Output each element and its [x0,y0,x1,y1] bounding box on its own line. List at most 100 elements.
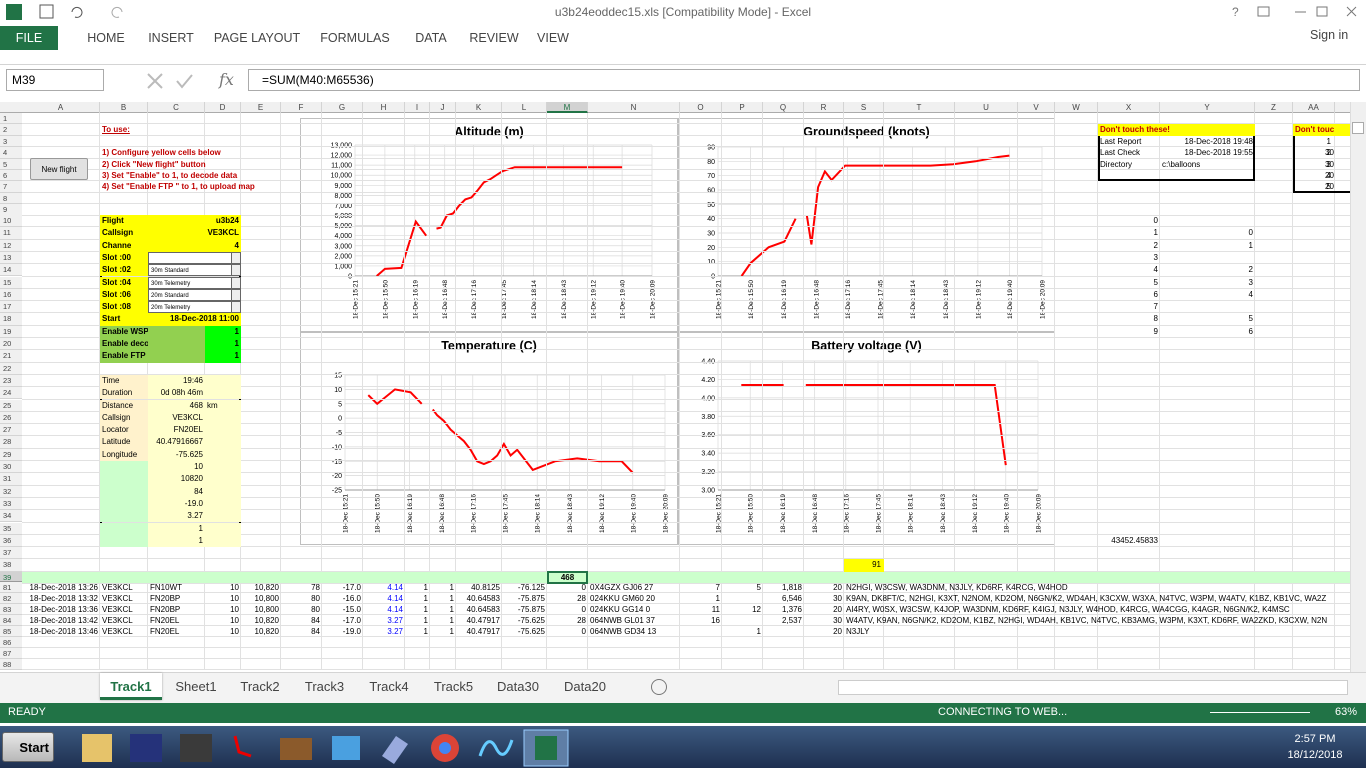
status-value-bg[interactable] [148,510,241,523]
formula-text[interactable]: =SUM(M40:M65536) [262,73,374,87]
row-header[interactable]: 36 [0,534,22,548]
column-header[interactable]: V [1018,102,1055,113]
config-value[interactable]: 18-Dec-2018 11:00 [148,313,241,326]
data-cell[interactable]: 10 [230,605,239,614]
row-header[interactable]: 27 [0,424,22,437]
data-cell[interactable]: 84 [311,616,320,625]
data-cell[interactable]: 10,800 [254,594,279,603]
data-cell[interactable]: 0 [581,583,586,592]
status-value-bg[interactable] [148,387,241,400]
row-header[interactable]: 10 [0,215,22,228]
column-header[interactable]: C [148,102,205,113]
x-column-value[interactable]: 9 [1153,326,1158,336]
data-cell[interactable]: 18-Dec-2018 13:32 [29,594,99,603]
data-cell[interactable]: K9AN, DK8FT/C, N2HGI, K3XT, N2NOM, KD2OM… [844,593,1326,604]
data-cell[interactable]: 18-Dec-2018 13:46 [29,627,99,636]
status-value-bg[interactable] [148,461,241,474]
highlight-cell[interactable]: 91 [844,559,884,572]
name-box[interactable] [6,69,104,91]
column-header[interactable]: E [241,102,281,113]
column-header[interactable]: J [430,102,456,113]
app-icon-2[interactable] [332,736,360,760]
status-label[interactable]: Duration [100,387,148,400]
x-column-value[interactable]: 4 [1153,265,1158,275]
config-label[interactable]: Start [100,313,148,326]
status-label-bg[interactable] [100,485,148,498]
status-label[interactable]: Time [100,374,148,388]
instruction-step[interactable]: 2) Click "New flight" button [100,159,206,170]
data-cell[interactable]: AI4RY, W0SX, W3CSW, K4JOP, WA3DNM, KD6RF… [844,604,1290,615]
row-header[interactable]: 15 [0,276,22,289]
status-label-bg[interactable] [100,534,148,548]
instruction-step[interactable]: 1) Configure yellow cells below [100,147,221,158]
status-unit[interactable]: km [207,400,218,410]
data-cell[interactable]: -15.0 [342,605,361,614]
column-header[interactable]: M [547,102,588,113]
instruction-step[interactable]: 3) Set "Enable" to 1, to decode data [100,170,237,181]
y-column-value[interactable]: 1 [1248,240,1253,250]
data-cell[interactable]: 1 [423,583,428,592]
row-header[interactable]: 82 [0,593,22,604]
zoom-slider[interactable] [1210,712,1310,713]
sign-in[interactable]: Sign in [1310,28,1349,42]
row-header[interactable]: 37 [0,547,22,560]
aa-value[interactable]: 2 [1326,148,1331,158]
data-cell[interactable]: 40.64583 [466,594,500,603]
column-header[interactable]: K [456,102,502,113]
column-header[interactable]: I [405,102,430,113]
status-value[interactable]: 10 [194,462,203,471]
help-icon[interactable]: ? [1232,5,1239,19]
data-cell[interactable]: FN20EL [150,627,180,636]
status-label[interactable]: Latitude [100,436,148,449]
status-label[interactable]: Distance [100,399,148,412]
data-cell[interactable]: 40.47917 [466,616,500,625]
row-header[interactable]: 83 [0,604,22,615]
row-header[interactable]: 33 [0,497,22,511]
status-label-bg[interactable] [100,461,148,474]
status-value[interactable]: -75.625 [175,449,203,459]
config-value[interactable]: 1 [205,325,241,338]
name-box-text[interactable]: M39 [12,73,36,87]
app-icon-3[interactable] [382,736,408,764]
data-cell[interactable]: 1 [449,605,454,614]
ribbon-tab[interactable]: HOME [87,31,125,45]
data-cell[interactable]: 1 [449,627,454,636]
config-value[interactable]: 1 [205,338,241,351]
column-header[interactable]: D [205,102,241,113]
status-value-bg[interactable] [148,399,241,412]
row-header[interactable]: 87 [0,648,22,659]
config-label[interactable]: Enable WSPRnet da [100,325,178,338]
x-column-value[interactable]: 2 [1153,240,1158,250]
config-dropdown[interactable]: 20m Standard [148,288,241,302]
y-column-value[interactable]: 6 [1248,326,1253,336]
column-header[interactable]: U [955,102,1018,113]
row-header[interactable]: 3 [0,135,22,148]
data-cell[interactable]: 10,820 [254,616,279,625]
x-column-value[interactable]: 1 [1153,228,1158,238]
data-cell[interactable]: 11 [711,605,720,614]
data-cell[interactable]: 4.14 [387,594,403,603]
config-label[interactable]: Flight [100,215,148,228]
config-label[interactable]: Slot :08 [100,301,148,314]
instructions-heading[interactable]: To use: [102,125,130,135]
radio-icon[interactable] [280,738,312,760]
info-header[interactable]: Don't touch these! [1098,124,1255,136]
data-cell[interactable]: FN20BP [150,605,181,614]
status-value-bg[interactable] [148,448,241,461]
status-value-bg[interactable] [148,497,241,511]
row-header[interactable]: 85 [0,626,22,637]
aa-value[interactable]: 30 [1325,159,1334,169]
aa-value[interactable]: 4 [1326,171,1331,180]
data-cell[interactable]: 0 [581,605,586,614]
row-header[interactable]: 12 [0,239,22,252]
status-label[interactable]: Longitude [100,448,148,461]
selected-cell[interactable]: 468 [547,570,588,584]
config-label[interactable]: Slot :06 [100,288,148,302]
redo-icon[interactable] [111,6,123,18]
info-label[interactable]: Last Check [1100,148,1141,158]
column-header[interactable]: L [502,102,547,113]
status-value-bg[interactable] [148,534,241,548]
status-value-bg[interactable] [148,374,241,388]
data-cell[interactable]: VE3KCL [102,616,133,625]
row-header[interactable]: 17 [0,301,22,314]
